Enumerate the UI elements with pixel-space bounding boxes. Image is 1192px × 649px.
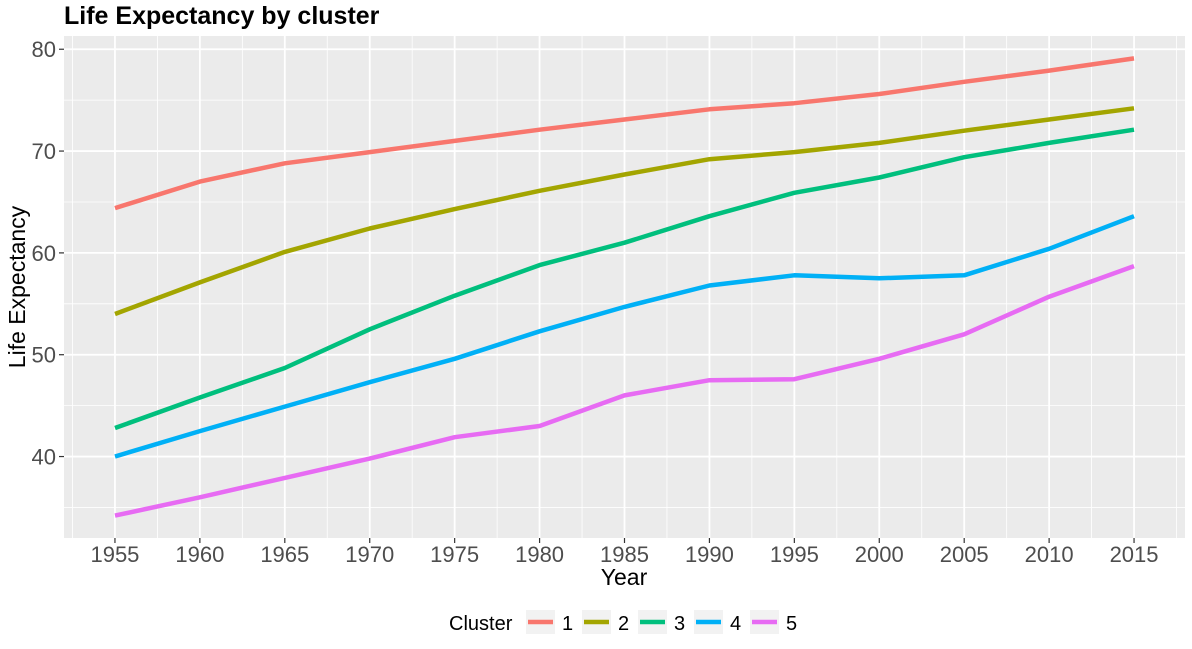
x-tick-label: 2015 [1110, 542, 1159, 567]
y-tick-label: 80 [32, 37, 56, 62]
x-axis: 1955 1960 1965 1970 1975 1980 1985 1990 1995 2000… [90, 538, 1159, 567]
y-tick-label: 70 [32, 139, 56, 164]
x-tick-label: 1990 [685, 542, 734, 567]
x-tick-label: 2005 [940, 542, 989, 567]
series-line-4 [114, 214, 1135, 459]
legend-label-3: 3 [674, 613, 685, 635]
y-tick-label: 40 [32, 445, 56, 470]
x-tick-label: 1960 [175, 542, 224, 567]
x-tick-label: 1970 [345, 542, 394, 567]
y-tick-label: 60 [32, 241, 56, 266]
legend-title: Cluster [449, 613, 513, 635]
legend-label-2: 2 [618, 613, 629, 635]
series-line-3 [114, 127, 1135, 431]
legend-label-4: 4 [730, 613, 741, 635]
x-tick-label: 1985 [600, 542, 649, 567]
y-tick-label: 50 [32, 343, 56, 368]
y-axis: 40 50 60 70 80 [32, 37, 64, 470]
chart-title: Life Expectancy by cluster [64, 2, 380, 30]
x-tick-label: 1965 [260, 542, 309, 567]
x-tick-label: 2010 [1025, 542, 1074, 567]
legend-label-1: 1 [562, 613, 573, 635]
legend: Cluster 1 2 3 4 5 [449, 610, 797, 635]
y-axis-title: Life Expectancy [4, 205, 30, 368]
x-tick-label: 1975 [430, 542, 479, 567]
x-tick-label: 1955 [90, 542, 139, 567]
series-lines [114, 56, 1135, 518]
series-line-5 [114, 263, 1135, 518]
series-line-2 [114, 106, 1135, 317]
x-tick-label: 2000 [855, 542, 904, 567]
legend-label-5: 5 [786, 613, 797, 635]
series-line-1 [114, 56, 1135, 211]
x-axis-title: Year [601, 564, 648, 590]
x-tick-label: 1980 [515, 542, 564, 567]
x-tick-label: 1995 [770, 542, 819, 567]
